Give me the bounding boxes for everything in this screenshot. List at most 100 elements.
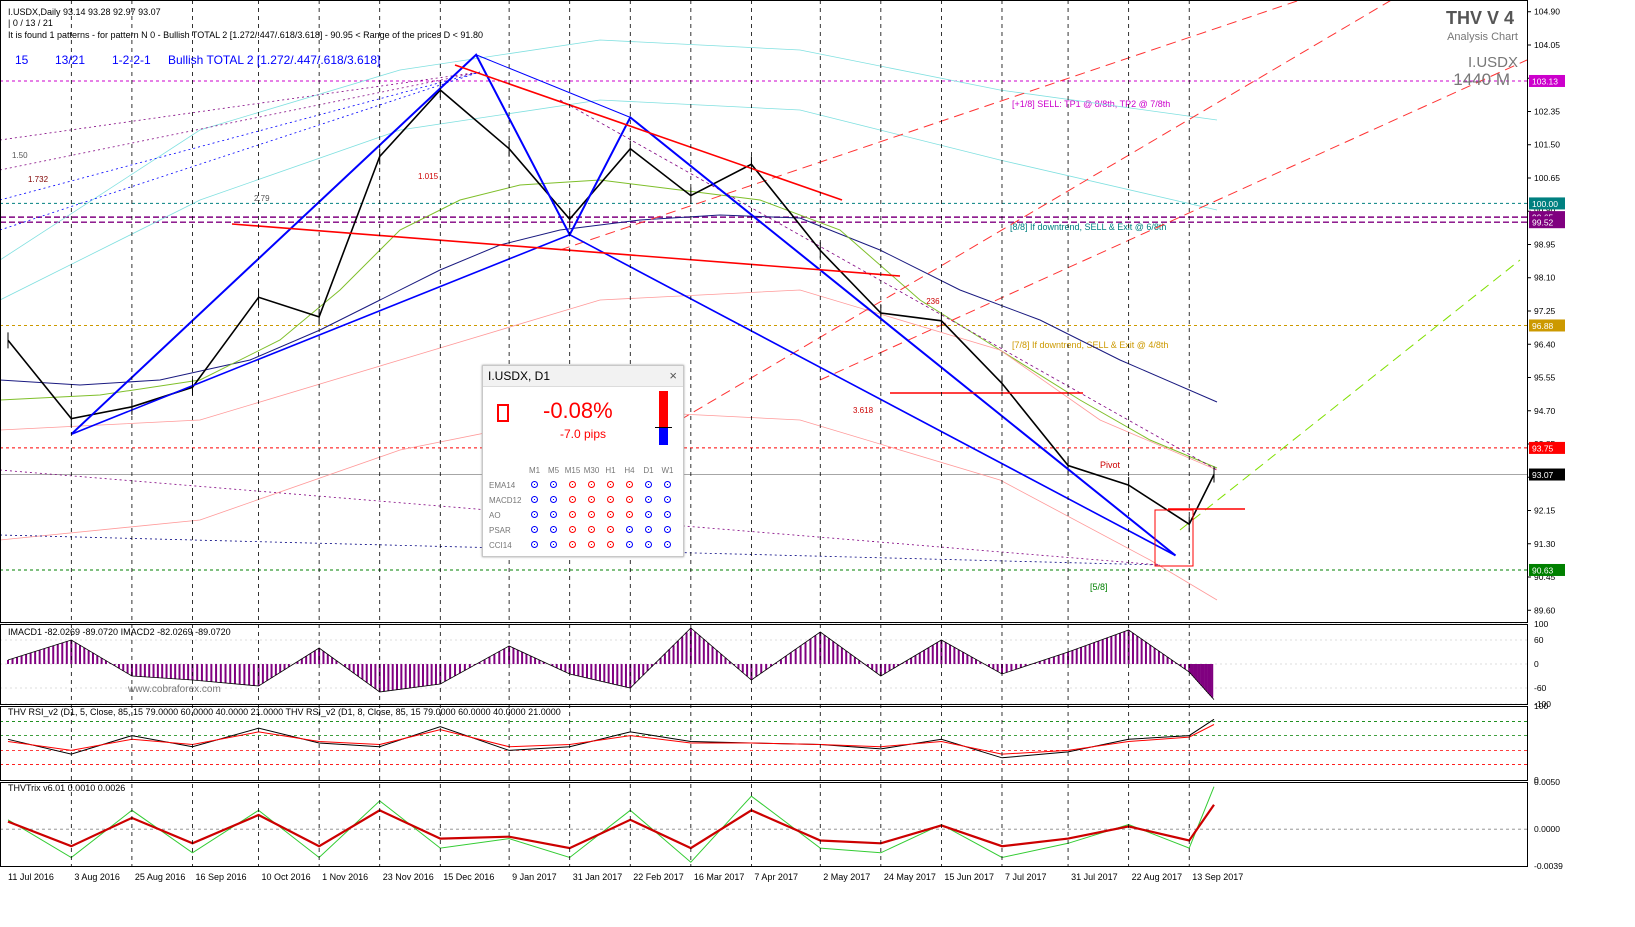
price-tag-label: 93.07 [1532,470,1554,480]
x-tick-label: 10 Oct 2016 [262,872,311,882]
sell-signal-icon [569,541,576,548]
price-tick-label: 104.05 [1534,40,1560,50]
brand-timeframe: 1440 M [1453,70,1510,89]
x-tick-label: 16 Sep 2016 [195,872,246,882]
chart-annotation: 1.50 [12,151,28,160]
x-tick-label: 22 Aug 2017 [1132,872,1183,882]
indicator-label: MACD12 [489,496,522,505]
buy-signal-icon [664,511,671,518]
rsi-series-line [7,724,1215,755]
sell-signal-icon [588,541,595,548]
price-tick-label: 101.50 [1534,140,1560,150]
ma-slow-line [0,214,1218,403]
sell-signal-icon [588,526,595,533]
harmonic-pattern-line [71,233,570,435]
price-tag [1529,441,1565,454]
price-tick-label: 102.35 [1534,106,1560,116]
x-tick-label: 13 Sep 2017 [1192,872,1243,882]
chart-annotation: Pivot [1100,460,1121,470]
trend-line [454,64,843,201]
buy-signal-icon [645,541,652,548]
sell-signal-icon [626,511,633,518]
fan-line [0,71,481,231]
buy-signal-icon [645,496,652,503]
timeframe-column-label: H4 [624,466,635,475]
channel-line [819,59,1528,381]
buy-strength-bar [659,428,668,445]
price-tick-label: 95.55 [1534,373,1556,383]
x-tick-label: 3 Aug 2016 [74,872,120,882]
close-icon[interactable]: × [669,368,677,383]
chart-annotation: 1.732 [28,175,49,184]
price-tag-label: 96.88 [1532,321,1554,331]
x-tick-label: 23 Nov 2016 [383,872,434,882]
pattern-index: 13/21 [55,53,85,67]
fan-line [0,71,481,141]
price-tick-label: 97.25 [1534,306,1556,316]
buy-signal-icon [531,496,538,503]
price-tick-label: 91.30 [1534,539,1556,549]
down-flag-icon [497,404,509,422]
brand-subtitle: Analysis Chart [1447,31,1518,43]
macd-tick-label: -60 [1534,683,1547,693]
price-tick-label: 94.70 [1534,406,1556,416]
timeframe-column-label: M1 [528,466,541,475]
sell-signal-icon [588,496,595,503]
sell-signal-icon [569,526,576,533]
chart-annotation: [+1/8] SELL: TP1 @ 8/8th, TP2 @ 7/8th [1012,99,1170,109]
signal-widget[interactable]: I.USDX, D1 × -0.08% -7.0 pips M1 M5 M15 M30… [482,365,684,557]
buy-signal-icon [645,481,652,488]
sell-signal-icon [607,526,614,533]
x-tick-label: 15 Dec 2016 [443,872,494,882]
strength-divider [655,427,672,428]
chart-annotation: 2.79 [254,194,270,203]
buy-signal-icon [550,541,557,548]
price-tag [1529,319,1565,332]
buy-signal-icon [645,511,652,518]
band-lower-line [0,289,1218,471]
x-tick-label: 31 Jul 2017 [1071,872,1118,882]
chart-annotation: 1.015 [418,172,439,181]
indicator-label: AO [489,511,501,520]
buy-signal-icon [550,511,557,518]
buy-signal-icon [664,481,671,488]
sell-signal-icon [588,511,595,518]
indicator-row: EMA14 [489,478,677,493]
sell-signal-icon [569,496,576,503]
price-tag [1529,197,1565,210]
price-tag-label: 103.13 [1532,76,1558,86]
sell-signal-icon [569,481,576,488]
sell-strength-bar [659,391,668,428]
buy-signal-icon [531,526,538,533]
sell-signal-icon [588,481,595,488]
price-tick-label: 96.40 [1534,339,1556,349]
indicator-row: AO [489,508,677,523]
buy-signal-icon [664,541,671,548]
x-tick-label: 1 Nov 2016 [322,872,368,882]
x-tick-label: 7 Apr 2017 [754,872,798,882]
timeframe-column-label: H1 [605,466,616,475]
price-tick-label: 104.90 [1534,7,1560,17]
price-tag-label: 93.75 [1532,443,1554,453]
pane-border [0,706,1528,781]
macd-tick-label: 100 [1534,619,1548,629]
buy-signal-icon [531,481,538,488]
macd-pane[interactable] [0,623,1527,705]
sell-signal-icon [607,541,614,548]
pattern-count: 15 [15,53,29,67]
watermark: www.cobraforex.com [127,684,221,695]
buy-signal-icon [531,541,538,548]
timeframe-column-label: M30 [583,466,600,475]
change-pips: -7.0 pips [560,427,607,441]
price-tick-label: 89.60 [1534,605,1556,615]
symbol-ohlc-text: I.USDX,Daily 93.14 93.28 92.97 93.07 [8,7,161,17]
trix-tick-label: 0.0050 [1534,777,1560,787]
rsi-tick-label: 100 [1534,701,1548,711]
macd-tick-label: -100 [1534,699,1551,709]
sell-signal-icon [569,511,576,518]
price-tag-label: 90.63 [1532,565,1554,575]
pane-border [0,624,1528,705]
chart-annotation: [8/8] If downtrend, SELL & Exit @ 6/8th [1010,222,1166,232]
